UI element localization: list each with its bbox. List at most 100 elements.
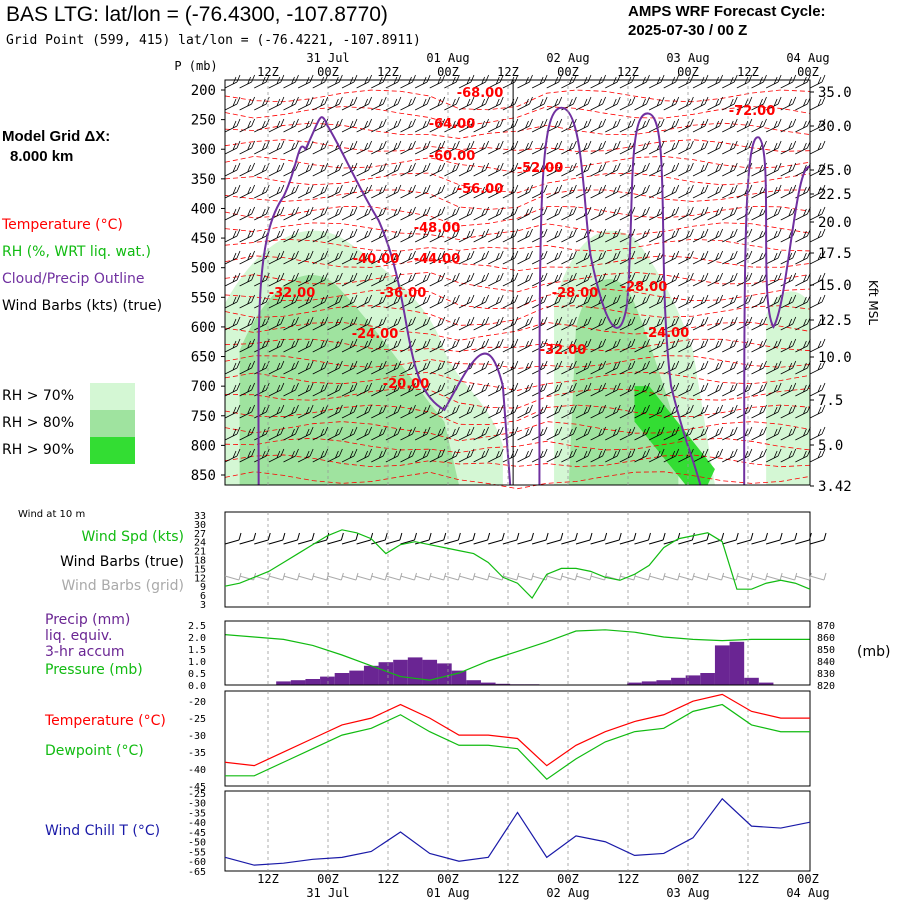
wind-barb — [605, 206, 621, 221]
wind-barb-true — [605, 532, 622, 545]
wind-barb — [297, 118, 314, 133]
wind-barb — [239, 316, 255, 331]
wind-barb — [561, 250, 577, 265]
wind-barb-true — [283, 532, 300, 545]
wind-barb — [546, 250, 563, 265]
wind-barb — [692, 294, 709, 309]
wind-barb — [239, 96, 255, 111]
wind-barb — [283, 162, 299, 177]
wind-barb — [371, 338, 387, 353]
wind-barb — [546, 272, 563, 287]
wind-barb — [575, 448, 592, 463]
wind-barb — [502, 448, 519, 463]
wind-tick-label: 30 — [194, 520, 206, 531]
wind-barb — [356, 294, 372, 309]
wind-barb — [458, 404, 475, 419]
legend-precip: Precip (mm) — [45, 612, 131, 628]
wind-barb — [224, 448, 241, 463]
wind-barb — [780, 360, 797, 375]
wind-barb-grid — [356, 572, 374, 581]
wind-barb — [327, 382, 343, 397]
wind-barb — [634, 228, 650, 243]
wind-barb — [722, 338, 738, 353]
temperature-line — [224, 693, 810, 767]
wind-barb — [692, 250, 709, 265]
wind-barb — [722, 96, 738, 111]
time-tick-label-bottom: 12Z — [617, 872, 639, 886]
wind-barb — [400, 162, 416, 177]
wind-barb — [268, 206, 285, 221]
wind-barb-grid — [663, 572, 681, 581]
wind-barb — [502, 360, 519, 375]
wind-barb — [283, 448, 299, 463]
wind-barb — [517, 250, 533, 265]
wind-barb — [678, 228, 694, 243]
wind-barb — [488, 118, 504, 133]
wind-barb — [678, 140, 694, 155]
legend-temperature: Temperature (°C) — [2, 217, 123, 233]
wind-barb-true — [795, 532, 812, 545]
wind-barb — [561, 228, 577, 243]
wind-barb — [502, 96, 519, 111]
wind-barb — [648, 250, 665, 265]
legend-precip-liq: liq. equiv. — [45, 628, 113, 644]
wind-barb — [517, 140, 533, 155]
wind-barb-true — [312, 532, 330, 545]
wind-barb — [517, 118, 533, 133]
wind-barb — [268, 316, 285, 331]
wind-barb — [327, 426, 343, 441]
wind-barb — [356, 228, 372, 243]
wind-barb — [780, 184, 797, 199]
wind-barb — [517, 96, 533, 111]
pressure-right-tick-label: 850 — [817, 645, 835, 656]
wind-barb — [327, 118, 343, 133]
wind-barb-true — [371, 532, 388, 545]
wind-barb-grid — [297, 572, 315, 581]
wind-barb — [473, 272, 489, 287]
wind-barb — [429, 426, 446, 441]
wind-barb — [707, 184, 723, 199]
wind-barb — [312, 140, 329, 155]
wind-barb — [297, 448, 314, 463]
wind-barb — [575, 162, 592, 177]
wind-barb — [283, 360, 299, 375]
wind-barb — [341, 448, 358, 463]
temperature-contour-label: -48.00 — [414, 221, 461, 236]
wind-barb — [283, 294, 299, 309]
temperature-contour-label: -44.00 — [414, 252, 461, 267]
wind-barb — [356, 382, 372, 397]
wind-barb — [546, 448, 563, 463]
wind-barb — [473, 360, 489, 375]
wind-barb — [488, 250, 504, 265]
wind-barb — [341, 140, 358, 155]
date-label-top: 04 Aug — [786, 51, 829, 65]
wind-barb — [254, 96, 270, 111]
wind-barb — [473, 382, 489, 397]
temperature-contour-label: -20.00 — [383, 377, 430, 392]
wind-barb — [795, 140, 811, 155]
wind-barb-grid — [722, 572, 739, 581]
wind-barb — [488, 96, 504, 111]
wind-barb — [371, 140, 387, 155]
wind-barb — [327, 448, 343, 463]
wind-barb — [488, 272, 504, 287]
temperature-contour — [224, 122, 811, 139]
wind-barb — [605, 426, 621, 441]
pressure-right-tick-label: 840 — [817, 657, 835, 668]
wind-barb — [312, 426, 329, 441]
wind-barb — [488, 206, 504, 221]
wind-barb — [663, 206, 680, 221]
wind-barb — [692, 228, 709, 243]
windchill-tick-label: -50 — [188, 838, 206, 849]
wind-barb — [575, 140, 592, 155]
wind-barb — [707, 118, 723, 133]
wind-barb-true — [444, 532, 461, 545]
wind-barb — [385, 360, 402, 375]
wind-barb — [341, 426, 358, 441]
wind-barb — [678, 118, 694, 133]
wind-barb — [809, 96, 826, 111]
wind-barb — [458, 206, 475, 221]
wind-barb — [751, 294, 767, 309]
wind-barb — [458, 294, 475, 309]
wind-barb — [444, 272, 460, 287]
